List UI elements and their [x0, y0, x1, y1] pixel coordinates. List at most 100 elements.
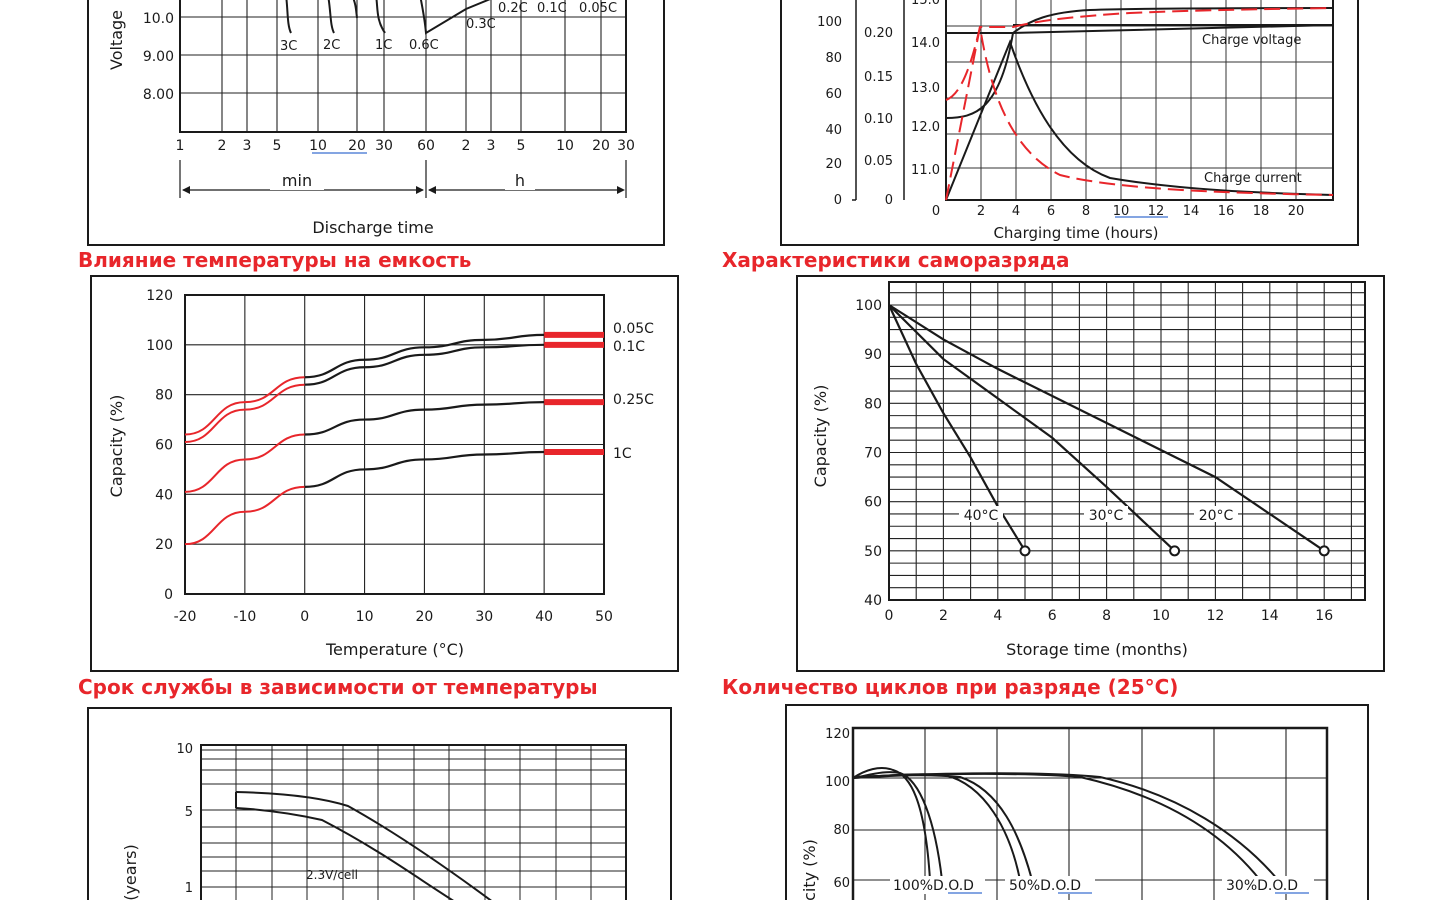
- cycles-label-100: 100%D.O.D: [893, 878, 974, 894]
- temp-capacity-legend-label: 1C: [613, 446, 632, 462]
- self-discharge-chart: 0 2 4 6 8 10 12 14 16 100 90 80 70 60 50 40 40°C 30°C 20°…: [796, 275, 1385, 672]
- self-discharge-series-label: 30°C: [1089, 508, 1124, 524]
- temp-capacity-xtick: 0: [300, 609, 309, 625]
- discharge-xtick: 2: [462, 138, 471, 154]
- h-label: h: [515, 171, 525, 190]
- discharge-xtick: 20: [592, 138, 610, 154]
- temp-capacity-ytick: 80: [155, 388, 173, 404]
- cycles-ylabel: pacity (%): [800, 839, 819, 900]
- charge-frame: [780, 0, 1359, 246]
- cycles-ytick: 80: [833, 823, 850, 838]
- charge-mid-tick: 0.05: [864, 154, 893, 169]
- temp-capacity-xtick: -20: [174, 609, 197, 625]
- self-discharge-xtick: 12: [1206, 608, 1224, 624]
- discharge-xtick: 2: [218, 138, 227, 154]
- cycles-plot-area: [851, 726, 1329, 900]
- discharge-label-01c: 0.1C: [537, 1, 567, 16]
- temp-capacity-plot-area: [184, 294, 605, 595]
- charge-right-tick: 15.0: [911, 0, 940, 8]
- life-temp-ytick: 1: [185, 881, 193, 896]
- charge-voltage-curve: [945, 32, 1014, 119]
- charge-right-tick: 13.0: [911, 81, 940, 96]
- life-temp-title: Срок службы в зависимости от температуры: [78, 675, 598, 699]
- self-discharge-ytick: 40: [864, 593, 882, 609]
- discharge-label-03c: 0.3C: [466, 17, 496, 32]
- self-discharge-ytick: 100: [855, 298, 882, 314]
- temp-capacity-series-cold: [184, 485, 305, 546]
- temp-capacity-legend-label: 0.1C: [613, 339, 645, 355]
- discharge-curve-3c: [285, 0, 292, 34]
- temp-capacity-frame: [90, 275, 679, 672]
- discharge-xtick: 3: [243, 138, 252, 154]
- charge-left-tick: 40: [825, 123, 842, 138]
- temp-capacity-title: Влияние температуры на емкость: [78, 248, 472, 272]
- cycles-label-bg: [1222, 876, 1314, 894]
- discharge-label-1c: 1C: [375, 38, 392, 53]
- cycles-label-bg: [1005, 876, 1095, 894]
- discharge-curve-2c: [327, 0, 335, 34]
- discharge-ylabel: Voltage: [107, 10, 126, 70]
- life-temp-ytick: 5: [185, 805, 193, 820]
- charge-mid-tick: 0.15: [864, 70, 893, 85]
- charge-right-tick: 12.0: [911, 120, 940, 135]
- self-discharge-ytick: 90: [864, 347, 882, 363]
- charge-current-red-dashed: [945, 26, 1334, 201]
- discharge-ytick: 10.0: [143, 11, 174, 27]
- self-discharge-label-bg: [1084, 506, 1128, 522]
- temp-capacity-xtick: 40: [535, 609, 553, 625]
- self-discharge-ytick: 50: [864, 544, 882, 560]
- discharge-ytick: 8.00: [143, 87, 174, 103]
- self-discharge-endpoint: [1169, 545, 1181, 557]
- discharge-xtick: 10: [556, 138, 574, 154]
- self-discharge-xtick: 14: [1261, 608, 1279, 624]
- cycles-ytick: 120: [825, 727, 850, 742]
- cycles-curve-100-a: [852, 767, 931, 881]
- self-discharge-xtick: 2: [939, 608, 948, 624]
- charge-mid-tick: 0: [885, 193, 893, 208]
- self-discharge-xtick: 0: [885, 608, 894, 624]
- temp-capacity-ytick: 120: [146, 288, 173, 304]
- temp-capacity-series: [304, 343, 545, 386]
- h-label-bg: [505, 172, 535, 190]
- self-discharge-xtick: 10: [1152, 608, 1170, 624]
- cycles-title: Количество циклов при разряде (25°C): [722, 675, 1179, 699]
- discharge-plot-area: [179, 0, 627, 133]
- discharge-label-02c: 0.2C: [498, 1, 528, 16]
- temp-capacity-ytick: 60: [155, 438, 173, 454]
- temp-capacity-series: [304, 333, 545, 379]
- life-temp-chart: 10 5 1 e (years) 2.3V/cell: [87, 707, 672, 900]
- charge-current-label: Charge current: [1204, 171, 1302, 186]
- charge-plot-area: [945, 0, 1334, 201]
- temp-capacity-ytick: 0: [164, 587, 173, 603]
- temp-capacity-series-cold: [184, 433, 305, 493]
- discharge-xlabel: Discharge time: [312, 218, 433, 237]
- self-discharge-series-label: 20°C: [1199, 508, 1234, 524]
- discharge-xtick: 10: [309, 138, 327, 154]
- self-discharge-xtick: 4: [993, 608, 1002, 624]
- charge-right-tick: 14.0: [911, 36, 940, 51]
- discharge-curve-1c-2: [352, 0, 358, 19]
- discharge-label-3c: 3C: [280, 39, 297, 54]
- discharge-curve-1c: [375, 0, 386, 34]
- charge-xtick: 14: [1183, 204, 1200, 219]
- discharge-xtick: 60: [417, 138, 435, 154]
- min-label-bg: [270, 172, 324, 190]
- cycles-label-bg: [890, 876, 985, 894]
- charge-xtick: 16: [1218, 204, 1235, 219]
- temp-capacity-series-cold: [184, 383, 305, 444]
- temp-capacity-ytick: 100: [146, 338, 173, 354]
- temp-capacity-ytick: 20: [155, 537, 173, 553]
- temp-capacity-xtick: 30: [475, 609, 493, 625]
- charge-xtick: 12: [1148, 204, 1165, 219]
- temp-capacity-legend-label: 0.05C: [613, 321, 654, 337]
- self-discharge-series-label: 40°C: [964, 508, 999, 524]
- self-discharge-ytick: 60: [864, 495, 882, 511]
- self-discharge-label-bg: [1194, 506, 1238, 522]
- self-discharge-xtick: 8: [1102, 608, 1111, 624]
- discharge-ytick: 9.00: [143, 49, 174, 65]
- self-discharge-title: Характеристики саморазряда: [722, 248, 1070, 272]
- discharge-xtick: 5: [517, 138, 526, 154]
- charge-left-tick: 0: [834, 193, 842, 208]
